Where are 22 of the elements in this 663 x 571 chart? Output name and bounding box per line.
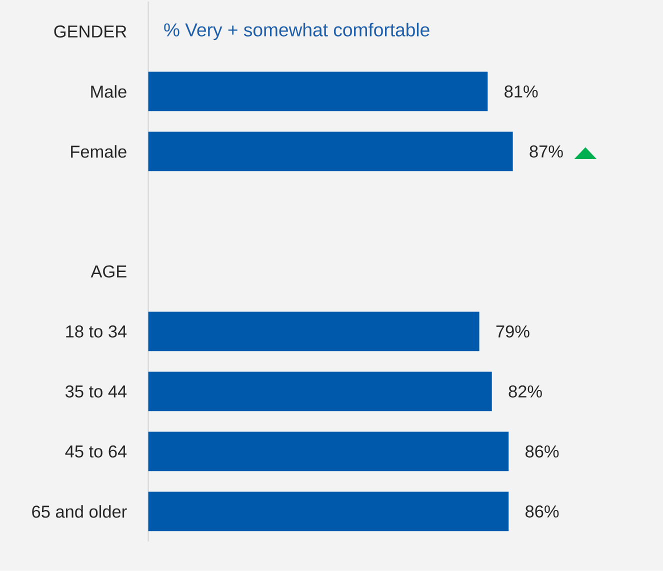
y-tick-label: 65 and older: [32, 505, 127, 518]
text: ▲: [574, 147, 597, 160]
data-label: 81%: [504, 85, 538, 98]
data-label: 86%: [526, 445, 559, 458]
data-label: 82%: [508, 385, 542, 398]
bar: [148, 372, 492, 412]
bar: [148, 492, 509, 532]
y-tick-label: 35 to 44: [66, 385, 127, 398]
y-tick-label: 18 to 34: [66, 325, 127, 338]
y-tick-label: Female: [71, 145, 126, 158]
bar: [148, 312, 480, 352]
text: % Very + somewhat comfortable: [164, 22, 430, 40]
y-tick-label: Male: [91, 85, 126, 98]
data-label: 87%: [530, 145, 563, 158]
y-tick-label: AGE: [90, 265, 126, 278]
bar: [148, 72, 488, 112]
data-label: 79%: [496, 325, 530, 338]
bar: [148, 132, 513, 172]
data-label: 86%: [526, 505, 559, 518]
y-tick-label: 45 to 64: [65, 445, 127, 458]
y-tick-label: GENDER: [54, 25, 126, 38]
bar: [148, 432, 509, 472]
